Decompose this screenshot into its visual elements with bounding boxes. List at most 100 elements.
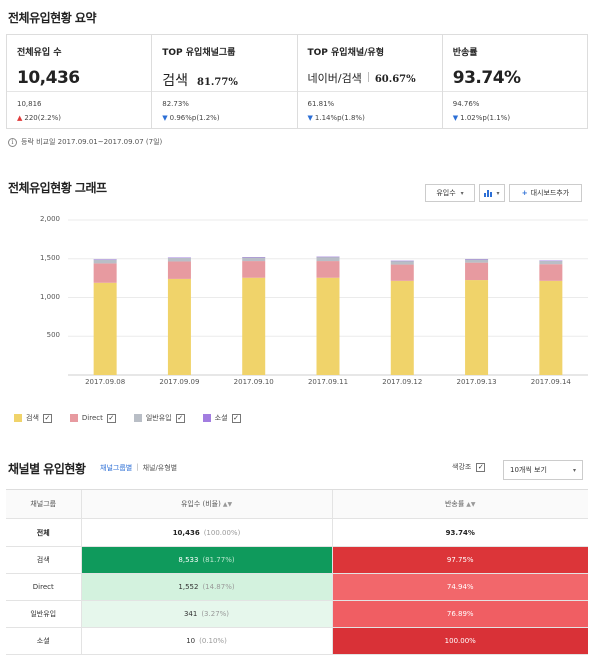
header-inflow[interactable]: 유입수 (비율) ▲▼: [80, 489, 332, 519]
bar-segment[interactable]: [167, 278, 191, 375]
card-value: 10,436: [17, 68, 80, 88]
table-row: Direct 1,552 (14.87%) 74.94%: [6, 573, 588, 601]
row-bounce: 97.75%: [331, 546, 588, 574]
metric-select-label: 유입수: [436, 189, 456, 197]
row-bounce: 74.94%: [331, 573, 588, 601]
y-tick-label: 1,000: [39, 292, 60, 301]
sort-icon: ▲▼: [466, 501, 476, 508]
divider: [367, 72, 369, 82]
bar-segment[interactable]: [93, 259, 117, 260]
heatmap-label: 색강조: [452, 463, 472, 471]
summary-card-top-group: TOP 유입채널그룹 검색 81.77% 82.73% ▼ 0.96%p(1.2%): [152, 35, 298, 128]
row-bounce: 100.00%: [331, 627, 588, 655]
row-count: 8,533 (81.77%): [80, 546, 332, 574]
metric-select[interactable]: 유입수 ▾: [425, 184, 475, 202]
bar-segment[interactable]: [242, 257, 266, 262]
tab-channel-group[interactable]: 채널그룹별: [100, 464, 133, 472]
bar-segment[interactable]: [242, 277, 266, 375]
card-change: 1.02%p(1.1%): [460, 114, 511, 122]
x-tick-label: 2017.09.11: [307, 378, 349, 386]
legend-item-direct[interactable]: Direct ✓: [69, 413, 116, 423]
legend-label: Direct: [81, 414, 103, 422]
heatmap-checkbox[interactable]: ✓: [476, 462, 486, 472]
legend-checkbox[interactable]: ✓: [42, 413, 52, 423]
row-bounce: 76.89%: [331, 600, 588, 628]
compare-note-text: 등락 비교일 2017.09.01~2017.09.07 (7일): [21, 138, 163, 146]
y-tick-label: 500: [46, 331, 60, 340]
x-tick-label: 2017.09.08: [85, 378, 126, 386]
bar-segment[interactable]: [390, 260, 414, 262]
summary-card-top-channel: TOP 유입채널/유형 네이버/검색 60.67% 61.81% ▼ 1.14%p(…: [297, 35, 443, 128]
bar-segment[interactable]: [539, 260, 563, 262]
x-tick-label: 2017.09.13: [456, 378, 497, 386]
card-prev: 94.76%: [452, 100, 480, 108]
card-percent: 81.77%: [197, 77, 238, 88]
legend-swatch: [202, 414, 211, 422]
header-channel-group: 채널그룹: [6, 489, 81, 519]
bar-chart-icon: [484, 190, 493, 197]
chart-legend: 검색 ✓ Direct ✓ 일반유입 ✓ 소셜 ✓: [14, 413, 259, 423]
card-label: TOP 유입채널/유형: [307, 48, 385, 58]
y-tick-label: 1,500: [39, 253, 60, 262]
row-count: 10,436 (100.00%): [80, 518, 332, 547]
x-tick-label: 2017.09.09: [159, 378, 200, 386]
bar-segment[interactable]: [539, 280, 563, 375]
legend-swatch: [69, 414, 78, 422]
summary-panel: 전체유입 수 10,436 10,816 ▲ 220(2.2%) TOP 유입채널…: [6, 34, 588, 129]
heatmap-toggle[interactable]: 색강조 ✓: [452, 462, 486, 472]
legend-item-general[interactable]: 일반유입 ✓: [133, 413, 185, 423]
legend-swatch: [133, 414, 142, 422]
bar-segment[interactable]: [93, 259, 117, 264]
bar-segment[interactable]: [390, 280, 414, 375]
table-row: 검색 8,533 (81.77%) 97.75%: [6, 546, 588, 574]
add-dashboard-button[interactable]: + 대시보드추가: [509, 184, 582, 202]
bar-segment[interactable]: [390, 264, 414, 281]
legend-checkbox[interactable]: ✓: [106, 413, 116, 423]
info-icon[interactable]: i: [8, 137, 17, 147]
bar-segment[interactable]: [390, 260, 414, 265]
bar-segment[interactable]: [465, 259, 489, 263]
row-name: 전체: [6, 518, 81, 547]
bar-segment[interactable]: [539, 260, 563, 265]
bar-segment[interactable]: [316, 261, 340, 278]
row-count: 10 (0.10%): [80, 627, 332, 655]
card-change: 220(2.2%): [24, 114, 61, 122]
table-title: 채널별 유입현황: [8, 462, 86, 476]
bar-segment[interactable]: [539, 264, 563, 281]
legend-item-search[interactable]: 검색 ✓: [14, 413, 52, 423]
arrow-down-icon: ▼: [452, 114, 459, 122]
bar-segment[interactable]: [242, 257, 266, 258]
bar-segment[interactable]: [242, 261, 266, 278]
bar-segment[interactable]: [167, 257, 191, 262]
arrow-up-icon: ▲: [17, 114, 23, 122]
add-dashboard-label: 대시보드추가: [530, 189, 570, 197]
chart-type-select[interactable]: ▾: [479, 184, 505, 202]
y-tick-label: 2,000: [39, 215, 60, 223]
legend-checkbox[interactable]: ✓: [175, 413, 185, 423]
card-change: 1.14%p(1.8%): [314, 114, 365, 122]
legend-checkbox[interactable]: ✓: [231, 413, 241, 423]
bar-segment[interactable]: [465, 262, 489, 281]
page-size-label: 10개씩 보기: [510, 466, 547, 474]
bar-segment[interactable]: [465, 258, 489, 260]
bar-segment[interactable]: [316, 256, 340, 262]
chevron-down-icon: ▾: [572, 466, 576, 474]
card-label: TOP 유입채널그룹: [162, 48, 236, 58]
header-bounce[interactable]: 반송률 ▲▼: [331, 489, 588, 519]
chevron-down-icon: ▾: [496, 189, 500, 197]
bar-segment[interactable]: [316, 256, 340, 258]
bar-segment[interactable]: [167, 261, 191, 279]
arrow-down-icon: ▼: [162, 114, 168, 122]
tab-divider: |: [136, 463, 139, 471]
bar-segment[interactable]: [167, 257, 191, 259]
bar-segment[interactable]: [316, 277, 340, 375]
x-tick-label: 2017.09.10: [233, 378, 274, 386]
bar-segment[interactable]: [93, 263, 117, 283]
bar-segment[interactable]: [465, 280, 489, 375]
tab-channel-type[interactable]: 채널/유형별: [142, 464, 178, 472]
page-size-select[interactable]: 10개씩 보기 ▾: [503, 460, 583, 480]
summary-card-total: 전체유입 수 10,436 10,816 ▲ 220(2.2%): [7, 35, 153, 128]
bar-segment[interactable]: [93, 282, 117, 375]
legend-item-social[interactable]: 소셜 ✓: [202, 413, 241, 423]
graph-title: 전체유입현황 그래프: [8, 181, 107, 195]
